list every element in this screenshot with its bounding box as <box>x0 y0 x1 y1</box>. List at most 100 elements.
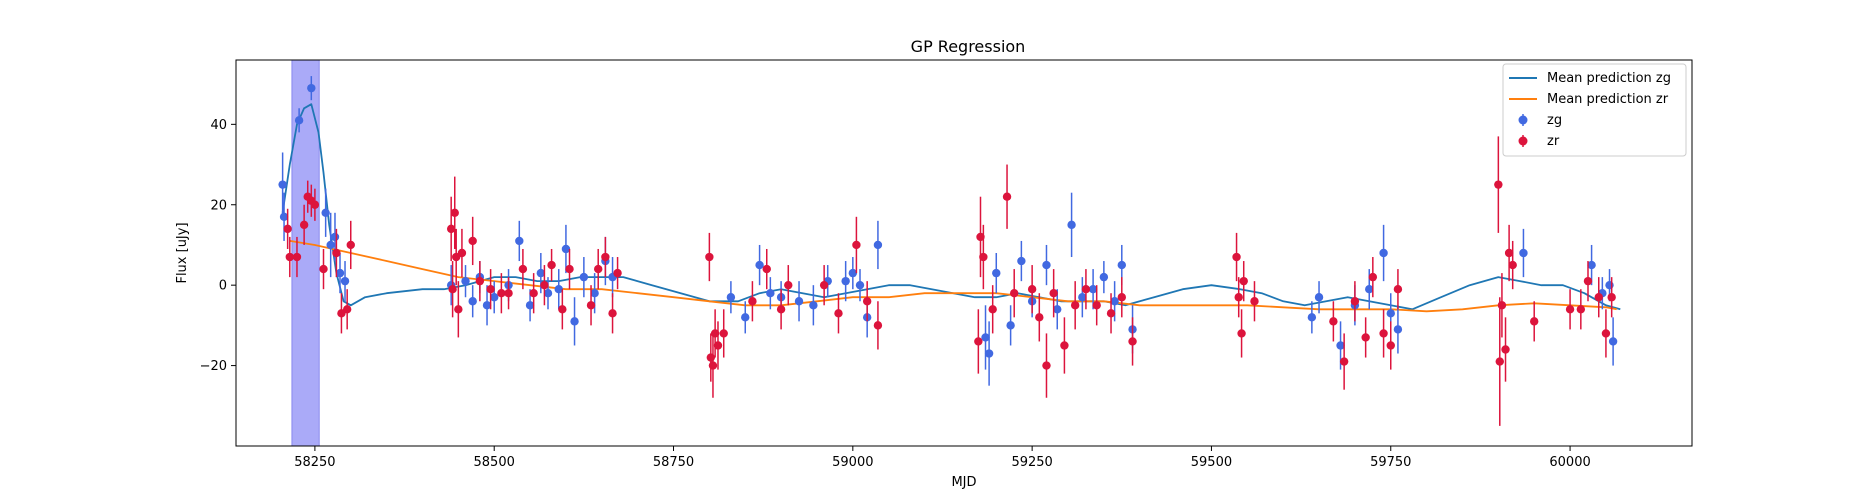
data-point-zr <box>1117 293 1126 302</box>
data-point-zr <box>558 305 567 314</box>
data-point-zr <box>1508 260 1517 270</box>
zg-points <box>278 76 1618 386</box>
legend-label-zr: zr <box>1547 134 1560 149</box>
data-point-zr <box>1081 284 1091 294</box>
data-point-zr <box>1386 341 1395 350</box>
data-point-zr <box>1583 276 1593 286</box>
data-point-zr <box>1027 284 1037 294</box>
data-point-zg <box>294 116 304 125</box>
x-tick-label: 58250 <box>294 455 335 470</box>
data-point-zg <box>590 289 599 298</box>
data-point-zg <box>1042 260 1051 270</box>
data-point-zg <box>1307 313 1317 322</box>
zr-points <box>283 136 1616 426</box>
data-point-zg <box>543 289 553 298</box>
data-point-zr <box>862 297 872 306</box>
data-point-zr <box>475 276 485 286</box>
data-point-zg <box>726 293 736 302</box>
data-point-zr <box>540 280 549 290</box>
data-point-zr <box>310 200 320 209</box>
data-point-zr <box>1239 276 1248 286</box>
data-point-zg <box>1099 272 1109 282</box>
data-point-zg <box>873 240 883 250</box>
data-point-zr <box>283 224 292 234</box>
data-point-zg <box>1379 248 1388 258</box>
data-point-zr <box>497 289 506 298</box>
data-point-zg <box>307 83 316 93</box>
data-point-zr <box>565 264 574 274</box>
data-point-zg <box>335 268 345 278</box>
data-point-zg <box>321 208 330 217</box>
data-point-zr <box>710 329 720 338</box>
data-point-zr <box>1379 329 1388 338</box>
data-point-zr <box>1232 252 1241 262</box>
data-point-zr <box>299 220 309 230</box>
data-point-zr <box>979 252 988 262</box>
data-point-zr <box>705 252 714 262</box>
data-point-zr <box>1576 305 1586 314</box>
x-tick-label: 59250 <box>1011 455 1052 470</box>
data-point-zr <box>1042 361 1051 370</box>
data-point-zr <box>1495 357 1504 366</box>
data-point-zr <box>446 224 456 234</box>
data-point-zr <box>819 280 829 290</box>
data-point-zr <box>1002 192 1012 201</box>
data-point-zg <box>278 180 287 189</box>
data-point-zg <box>992 268 1001 278</box>
data-point-zg <box>855 280 865 290</box>
data-point-zr <box>468 236 477 246</box>
data-point-zr <box>1049 289 1058 298</box>
x-tick-label: 59500 <box>1191 455 1232 470</box>
legend-box <box>1502 63 1687 157</box>
data-point-zr <box>1035 313 1044 322</box>
data-point-zr <box>594 264 603 274</box>
data-point-zr <box>518 264 528 274</box>
data-point-zr <box>1565 305 1575 314</box>
data-point-zr <box>1329 317 1338 326</box>
data-point-zr <box>504 289 513 298</box>
data-point-zg <box>461 276 470 286</box>
data-point-zr <box>1368 272 1378 282</box>
data-point-zr <box>1128 337 1137 346</box>
data-point-zg <box>766 289 775 298</box>
data-point-zr <box>713 341 723 350</box>
data-point-zr <box>784 280 793 290</box>
data-point-zr <box>547 260 556 270</box>
data-point-zr <box>1504 248 1514 258</box>
data-point-zr <box>319 264 328 274</box>
data-point-zr <box>448 284 457 294</box>
data-point-zg <box>468 297 477 306</box>
data-point-zg <box>809 301 818 310</box>
data-point-zg <box>841 276 850 286</box>
y-tick-label: 0 <box>219 279 227 294</box>
data-point-zg <box>1110 297 1119 306</box>
data-point-zr <box>1594 293 1603 302</box>
data-point-zr <box>486 284 495 294</box>
data-point-zg <box>1067 220 1076 230</box>
data-point-zr <box>776 305 786 314</box>
x-tick-label: 59000 <box>832 455 873 470</box>
data-point-zr <box>852 240 861 250</box>
x-axis-ticks: 58250 58500 58750 59000 59250 59500 59750 60000 <box>294 446 1591 470</box>
data-point-zg <box>570 317 579 326</box>
data-point-zr <box>1393 284 1403 294</box>
legend-label-zg-mean: Mean prediction zg <box>1547 71 1671 86</box>
data-point-zg <box>482 301 492 310</box>
legend-marker-zr <box>1518 136 1528 146</box>
data-point-zg <box>1605 280 1614 290</box>
legend-label-zg: zg <box>1547 113 1562 128</box>
data-point-zr <box>346 240 355 250</box>
data-point-zr <box>974 337 983 346</box>
mean-prediction-line-zg <box>281 103 1621 311</box>
data-point-zg <box>741 313 750 322</box>
data-point-zr <box>1250 297 1259 306</box>
x-tick-label: 58750 <box>653 455 694 470</box>
plot-background <box>236 60 1692 446</box>
data-point-zg <box>579 272 589 282</box>
data-point-zr <box>1070 301 1080 310</box>
data-point-zr <box>529 289 538 298</box>
legend-marker-zg <box>1518 115 1528 125</box>
data-point-zr <box>608 309 617 318</box>
zg-mean-line-group <box>281 103 1621 311</box>
